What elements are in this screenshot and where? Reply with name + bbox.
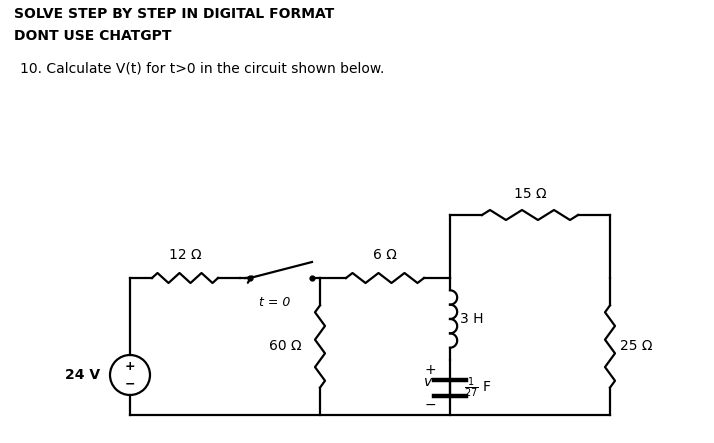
Text: t = 0: t = 0 <box>259 296 291 309</box>
Text: 3 H: 3 H <box>460 312 483 326</box>
Text: +: + <box>424 363 436 377</box>
Text: −: − <box>424 398 436 412</box>
Text: 6 Ω: 6 Ω <box>373 248 397 262</box>
Text: v: v <box>424 376 432 389</box>
Text: 60 Ω: 60 Ω <box>269 339 302 354</box>
Text: 25 Ω: 25 Ω <box>620 339 653 354</box>
Text: 10. Calculate V(t) for t>0 in the circuit shown below.: 10. Calculate V(t) for t>0 in the circui… <box>20 61 384 75</box>
Text: DONT USE CHATGPT: DONT USE CHATGPT <box>14 29 171 43</box>
Text: +: + <box>125 360 136 373</box>
Text: 15 Ω: 15 Ω <box>513 187 546 201</box>
Text: SOLVE STEP BY STEP IN DIGITAL FORMAT: SOLVE STEP BY STEP IN DIGITAL FORMAT <box>14 7 334 21</box>
Text: −: − <box>125 377 135 390</box>
Text: 24 V: 24 V <box>65 368 100 382</box>
Text: $\frac{1}{27}$ F: $\frac{1}{27}$ F <box>464 375 492 400</box>
Text: 12 Ω: 12 Ω <box>169 248 201 262</box>
